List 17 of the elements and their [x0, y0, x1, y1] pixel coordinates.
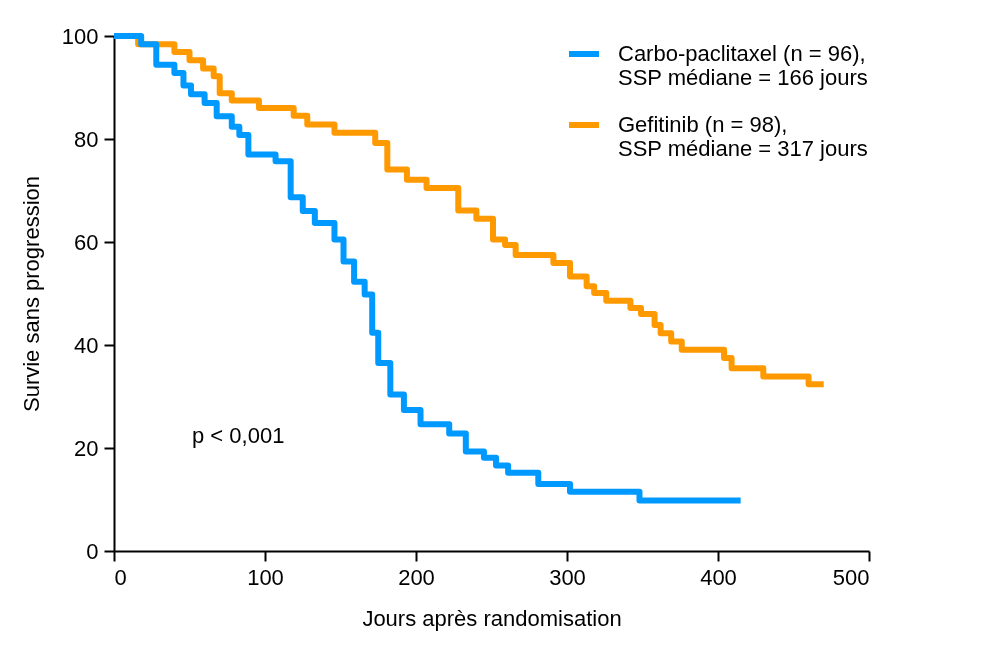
x-tick-label: 100	[247, 564, 284, 590]
legend-label: Carbo-paclitaxel (n = 96), SSP médiane = 166 jours	[618, 41, 868, 90]
annotation: p < 0,001	[192, 423, 285, 448]
y-tick-label: 20	[74, 435, 99, 461]
legend-label: Gefitinib (n = 98), SSP médiane = 317 jours	[618, 112, 868, 161]
x-tick-label: 300	[549, 564, 586, 590]
x-tick-label: 500	[832, 564, 870, 590]
x-tick-label: 200	[398, 564, 435, 590]
y-tick-label: 100	[61, 23, 99, 49]
y-tick-label: 40	[74, 332, 99, 358]
y-tick-label: 0	[86, 538, 99, 564]
y-tick-label: 80	[74, 126, 99, 152]
y-tick-label: 60	[74, 229, 99, 255]
x-tick-label: 0	[114, 564, 127, 590]
x-axis-title: Jours après randomisation	[362, 605, 622, 631]
y-axis-title: Survie sans progression	[18, 175, 44, 413]
x-tick-label: 400	[700, 564, 737, 590]
